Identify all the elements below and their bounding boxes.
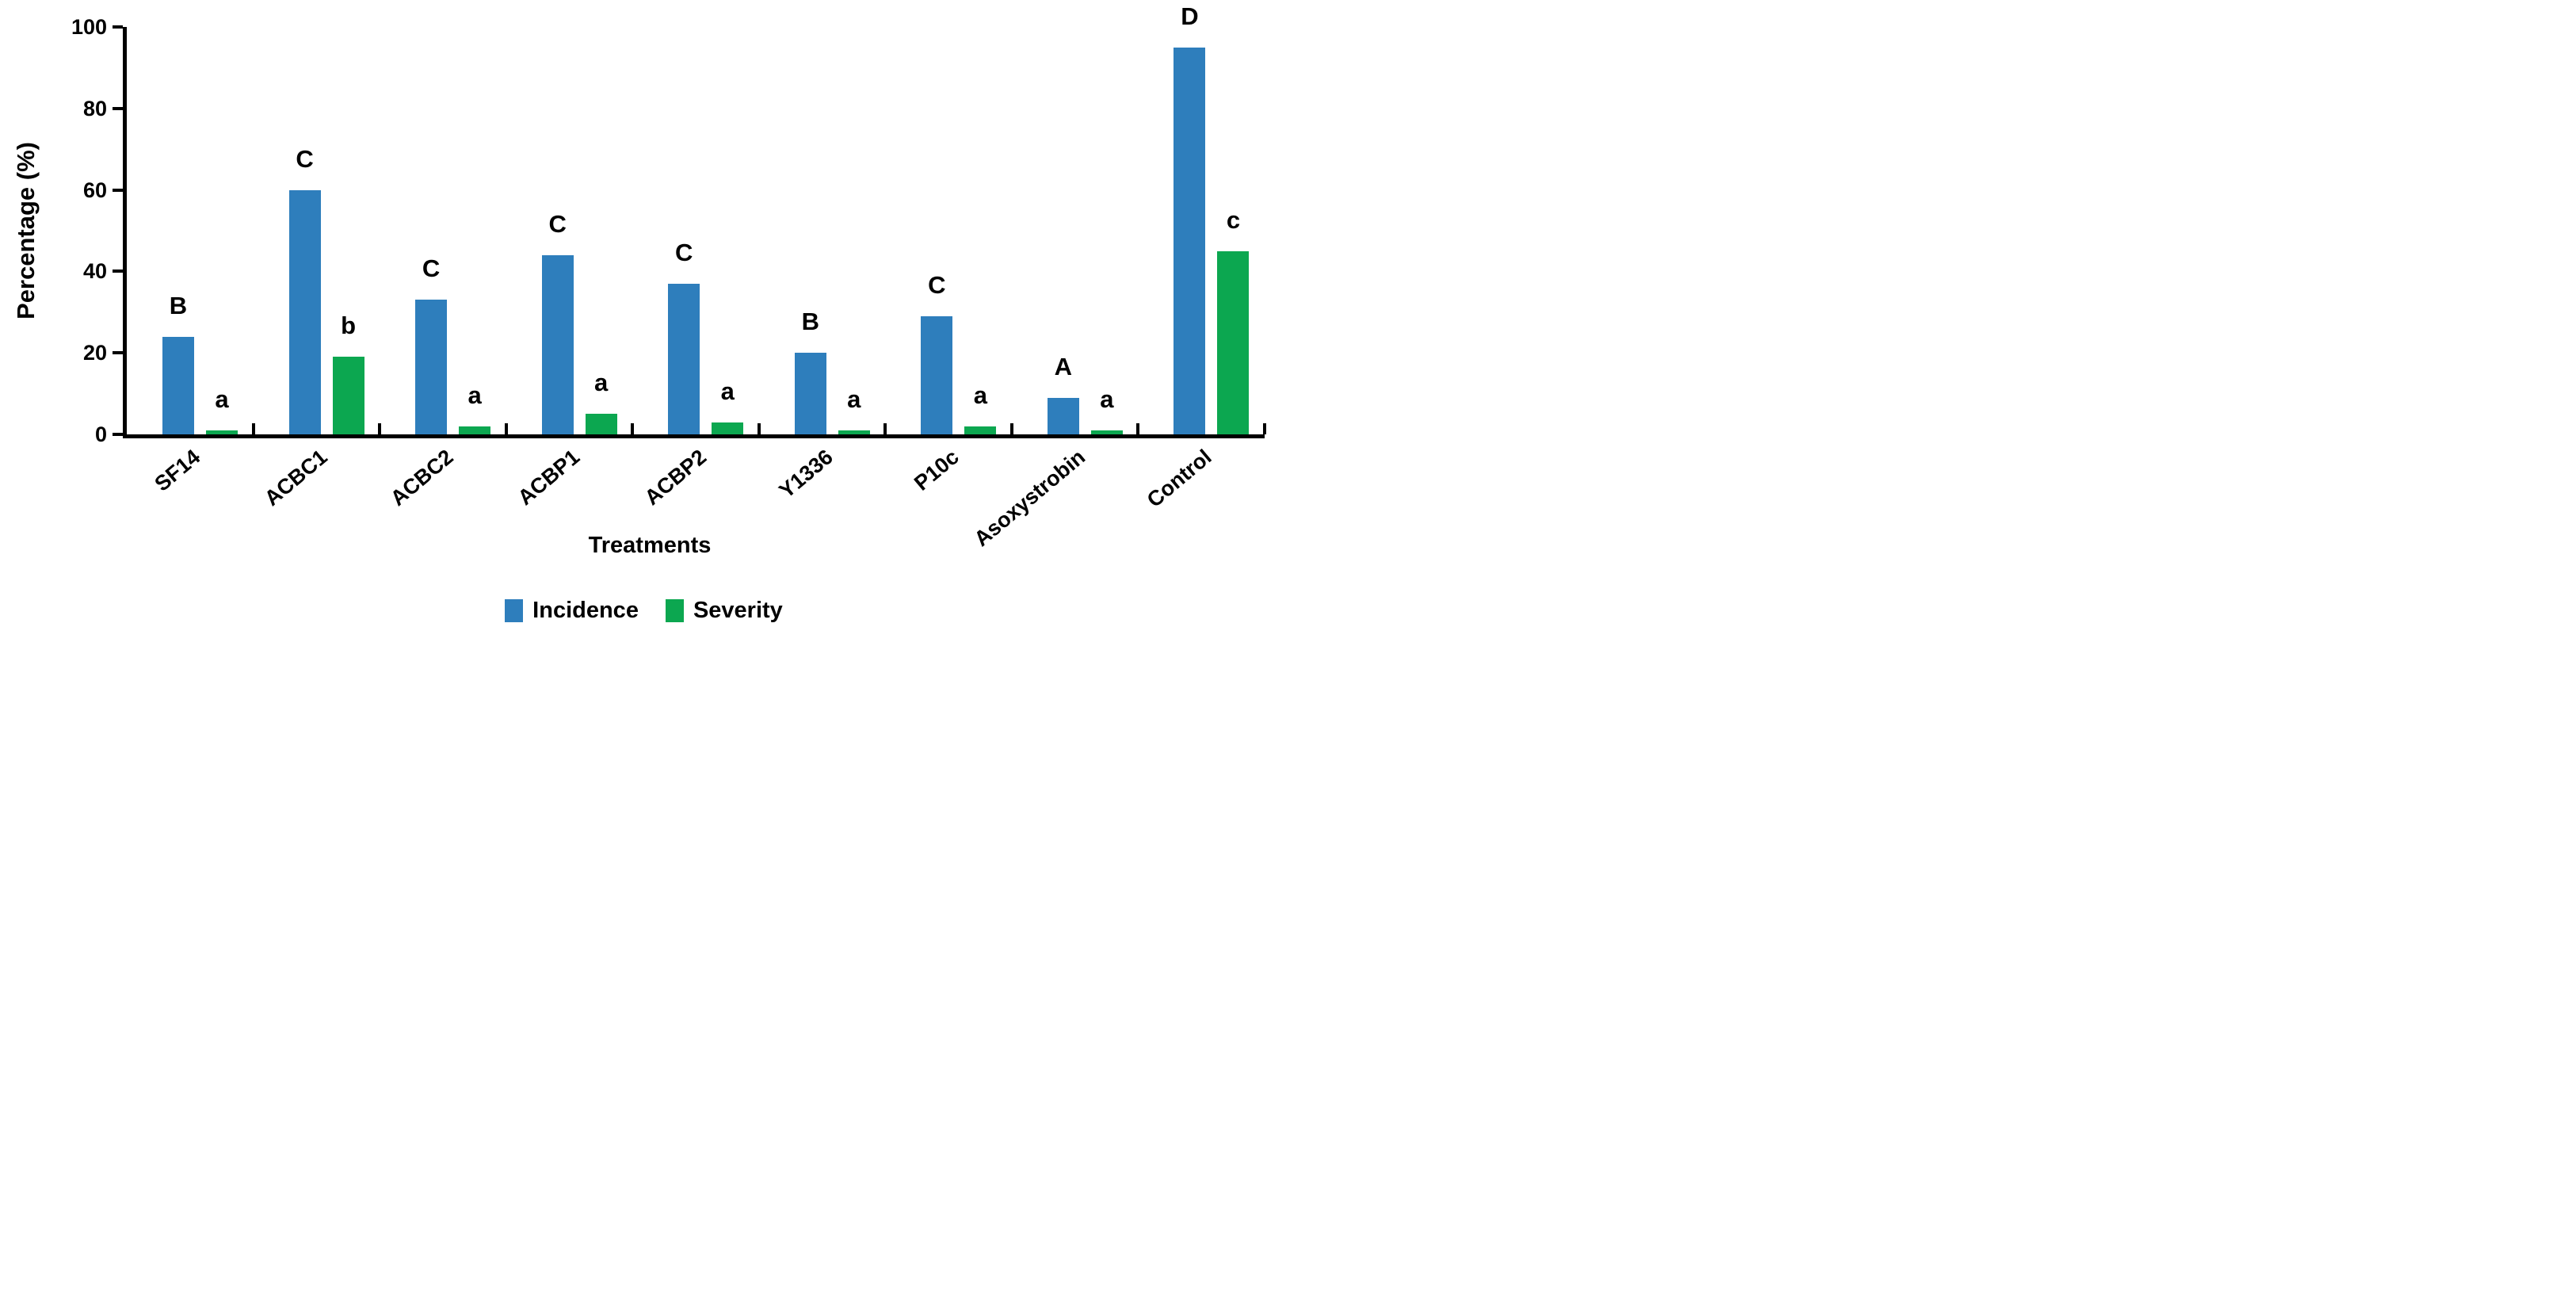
x-axis-tick	[631, 423, 635, 434]
y-axis-tick	[113, 106, 123, 110]
significance-letter: B	[801, 308, 819, 336]
significance-letter: C	[296, 144, 314, 173]
x-category-label-acbp2: ACBP2	[639, 445, 711, 510]
x-axis-tick	[1009, 423, 1013, 434]
severity-bar-acbc2	[459, 426, 491, 434]
significance-letter: C	[928, 270, 946, 299]
severity-bar-asoxystrobin	[1090, 430, 1123, 434]
x-axis-tick	[251, 423, 255, 434]
significance-letter: a	[1100, 384, 1114, 413]
severity-bar-y1336	[838, 430, 870, 434]
incidence-bar-sf14	[162, 336, 194, 434]
y-axis-tick-label: 80	[82, 96, 107, 120]
x-axis-tick	[378, 423, 382, 434]
significance-letter: a	[720, 377, 735, 405]
significance-letter: C	[675, 238, 693, 266]
x-category-label-control: Control	[1143, 445, 1217, 512]
x-axis-tick	[1136, 423, 1140, 434]
severity-bar-sf14	[206, 430, 238, 434]
severity-swatch-icon	[665, 599, 684, 622]
significance-letter: D	[1181, 2, 1199, 30]
x-category-label-sf14: SF14	[150, 445, 205, 496]
severity-bar-p10c	[964, 426, 997, 434]
x-axis-tick	[504, 423, 508, 434]
legend-item-severity: Severity	[665, 598, 783, 623]
y-axis-tick-label: 100	[71, 15, 107, 39]
incidence-bar-p10c	[921, 315, 953, 434]
y-axis-tick	[113, 25, 123, 29]
significance-letter: c	[1226, 205, 1241, 234]
y-axis-tick-label: 40	[82, 259, 107, 284]
x-axis-tick	[883, 423, 887, 434]
y-axis-tick	[113, 433, 123, 436]
incidence-swatch-icon	[505, 599, 524, 622]
y-axis-title: Percentage (%)	[12, 142, 40, 319]
legend-label-incidence: Incidence	[532, 598, 639, 623]
x-category-label-y1336: Y1336	[774, 445, 838, 503]
significance-letter: b	[341, 312, 357, 340]
y-axis-tick-label: 0	[94, 422, 107, 446]
severity-bar-acbp2	[712, 422, 744, 434]
severity-bar-control	[1217, 250, 1250, 434]
x-category-label-acbc2: ACBC2	[386, 445, 458, 511]
y-axis-tick	[113, 351, 123, 355]
legend-item-incidence: Incidence	[505, 599, 639, 622]
incidence-bar-acbp2	[668, 283, 700, 434]
y-axis-tick-label: 20	[82, 341, 107, 365]
legend: Incidence Severity	[0, 599, 1288, 622]
legend-label-severity: Severity	[693, 598, 783, 623]
incidence-bar-acbp1	[541, 254, 574, 434]
significance-letter: a	[215, 384, 229, 413]
y-axis-tick-label: 60	[82, 178, 107, 202]
significance-letter: a	[594, 369, 609, 397]
significance-letter: A	[1054, 352, 1073, 380]
incidence-bar-y1336	[794, 353, 826, 434]
x-axis-tick	[757, 423, 761, 434]
incidence-bar-control	[1174, 47, 1206, 434]
significance-letter: a	[973, 380, 987, 409]
x-category-label-acbc1: ACBC1	[259, 445, 332, 511]
significance-letter: a	[847, 384, 861, 413]
x-category-label-acbp1: ACBP1	[513, 445, 585, 510]
x-axis-title: Treatments	[588, 533, 712, 558]
x-category-label-asoxystrobin: Asoxystrobin	[970, 445, 1090, 552]
significance-letter: C	[548, 209, 567, 238]
incidence-bar-acbc2	[415, 300, 448, 434]
incidence-bar-acbc1	[288, 189, 321, 434]
severity-bar-acbc1	[332, 357, 364, 434]
significance-letter: B	[169, 291, 188, 319]
incidence-bar-asoxystrobin	[1047, 397, 1079, 434]
y-axis-tick	[113, 188, 123, 192]
significance-letter: C	[422, 254, 441, 283]
severity-bar-acbp1	[585, 414, 617, 434]
x-category-label-p10c: P10c	[910, 445, 964, 495]
significance-letter: a	[467, 380, 482, 409]
x-axis-tick	[1263, 423, 1266, 434]
y-axis-tick	[113, 269, 123, 273]
